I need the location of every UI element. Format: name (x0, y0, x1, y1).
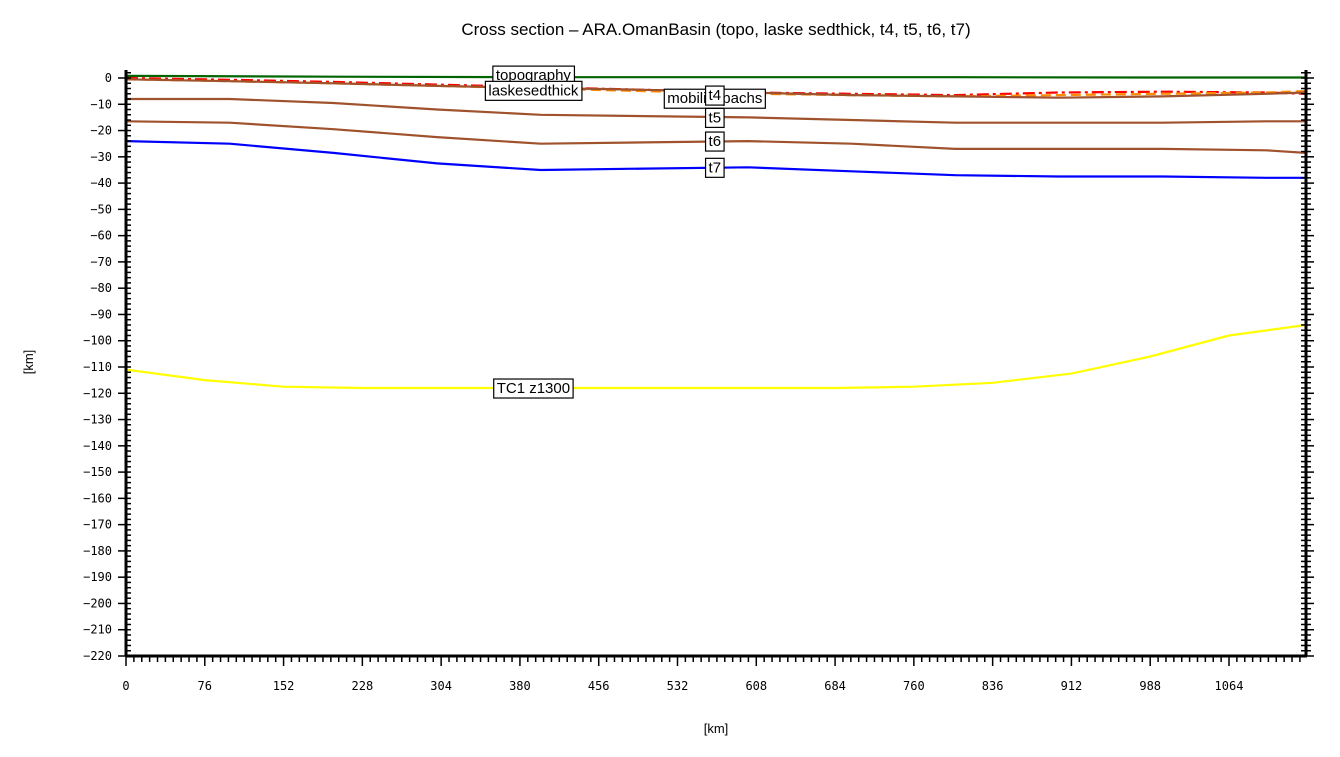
y-tick-label: −130 (83, 413, 112, 427)
x-tick-label: 228 (352, 679, 374, 693)
y-tick-label: −50 (90, 202, 112, 216)
curve-labels: topographylaskesedthickmobilisopachst4t5… (484, 65, 766, 399)
x-tick-label: 988 (1139, 679, 1161, 693)
curve-label-t7: t7 (704, 157, 725, 178)
curve-topography (125, 74, 1306, 79)
curve-label-laskesedthick: laskesedthick (484, 80, 583, 101)
svg-text:t4: t4 (709, 87, 722, 104)
y-axis-label: [km] (21, 350, 36, 375)
y-tick-label: −190 (83, 570, 112, 584)
y-tick-label: −70 (90, 255, 112, 269)
svg-text:t5: t5 (709, 109, 722, 126)
y-tick-label: −150 (83, 465, 112, 479)
y-tick-label: −180 (83, 544, 112, 558)
svg-text:topography: topography (496, 67, 572, 84)
svg-text:TC1 z1300: TC1 z1300 (497, 380, 570, 397)
x-tick-label: 0 (122, 679, 129, 693)
y-tick-label: −210 (83, 623, 112, 637)
x-tick-label: 532 (667, 679, 689, 693)
y-tick-label: −10 (90, 97, 112, 111)
x-tick-label: 152 (273, 679, 295, 693)
curve-t5 (126, 97, 1306, 124)
y-tick-label: −90 (90, 307, 112, 321)
curve-label-t5: t5 (704, 107, 725, 129)
curve-tc1-z1300 (125, 323, 1306, 390)
svg-text:t7: t7 (709, 159, 722, 176)
x-axis-label: [km] (704, 721, 729, 736)
y-tick-label: −60 (90, 229, 112, 243)
y-tick-label: −80 (90, 281, 112, 295)
y-tick-label: −120 (83, 386, 112, 400)
y-tick-label: −170 (83, 518, 112, 532)
y-tick-label: −110 (83, 360, 112, 374)
x-tick-label: 912 (1061, 679, 1083, 693)
y-tick-label: −220 (83, 649, 112, 663)
y-tick-label: −200 (83, 596, 112, 610)
x-tick-label: 684 (824, 679, 846, 693)
y-tick-label: −20 (90, 124, 112, 138)
x-tick-label: 456 (588, 679, 610, 693)
x-tick-label: 760 (903, 679, 925, 693)
curve-label-tc1-z1300: TC1 z1300 (493, 378, 574, 399)
svg-text:laskesedthick: laskesedthick (488, 82, 579, 99)
y-tick-label: −40 (90, 176, 112, 190)
curve-t6 (125, 120, 1306, 154)
x-tick-label: 608 (745, 679, 767, 693)
curve-t7 (125, 140, 1306, 179)
x-tick-label: 380 (509, 679, 531, 693)
curve-label-t6: t6 (704, 131, 725, 152)
svg-text:t6: t6 (709, 133, 722, 150)
y-tick-label: −30 (90, 150, 112, 164)
chart-title: Cross section – ARA.OmanBasin (topo, las… (461, 20, 971, 39)
curve-label-t4: t4 (704, 85, 725, 106)
y-tick-label: −100 (83, 334, 112, 348)
y-tick-label: −140 (83, 439, 112, 453)
x-tick-label: 76 (198, 679, 212, 693)
x-tick-label: 1064 (1215, 679, 1244, 693)
axes: 0 −10 −20 −30 −40 −50 −60 −70 −80 −90 −100 −110 −120… (83, 70, 1314, 693)
y-tick-label: 0 (105, 71, 112, 85)
x-tick-label: 304 (430, 679, 452, 693)
x-tick-label: 836 (982, 679, 1004, 693)
y-tick-label: −160 (83, 491, 112, 505)
